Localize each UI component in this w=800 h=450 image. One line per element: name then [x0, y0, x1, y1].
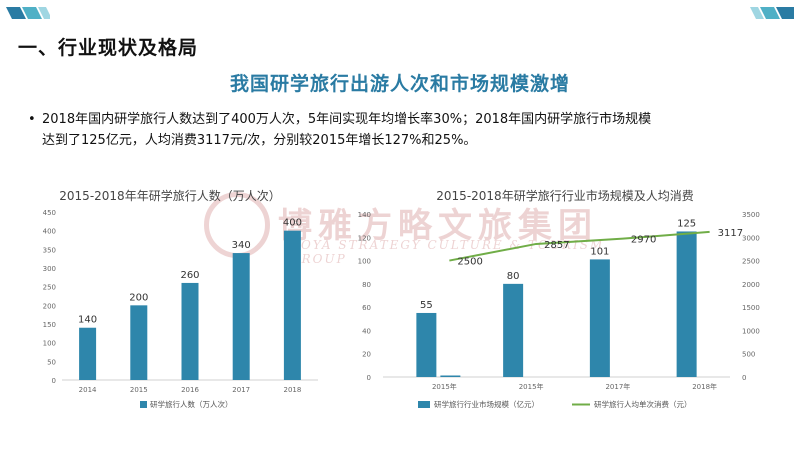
bullet-icon: • — [28, 112, 36, 127]
x-tick-label: 2015年 — [432, 382, 457, 391]
x-tick-label: 2015 — [130, 386, 148, 394]
bar-2018 — [283, 230, 301, 380]
line-per-capita-spend — [449, 230, 710, 262]
visitors-bar-chart: 0 50 100 150 200 250 300 350 400 450 140 2014 200 201… — [43, 209, 318, 409]
bar-per-capita-small — [440, 375, 461, 377]
y-tick-label: 50 — [47, 358, 56, 366]
bullet-line-1: 2018年国内研学旅行人数达到了400万人次，5年间实现年均增长率30%；201… — [42, 112, 652, 127]
y-tick-label: 350 — [43, 246, 56, 254]
y-tick-label: 150 — [43, 321, 56, 329]
bullet-paragraph: • 2018年国内研学旅行人数达到了400万人次，5年间实现年均增长率30%；2… — [28, 109, 762, 151]
data-label-2017: 340 — [232, 240, 251, 251]
y-left-tick-label: 120 — [358, 234, 371, 242]
section-title: 一、行业现状及格局 — [18, 37, 199, 59]
data-label-market-size: 101 — [590, 246, 609, 257]
y-right-tick-label: 1000 — [742, 327, 760, 335]
x-tick-label: 2017 — [232, 386, 250, 394]
bar-market-size — [589, 259, 610, 377]
y-right-tick-label: 0 — [742, 374, 746, 382]
data-label-per-capita: 3117 — [718, 228, 743, 239]
data-label-per-capita: 2970 — [631, 235, 656, 246]
y-tick-label: 450 — [43, 209, 56, 217]
y-tick-label: 400 — [43, 228, 56, 236]
chart1-title: 2015-2018年年研学旅行人数（万人次） — [59, 189, 281, 203]
y-left-tick-label: 140 — [358, 211, 371, 219]
data-label-2014: 140 — [78, 315, 97, 326]
data-label-2015: 200 — [129, 292, 148, 303]
x-tick-label: 2016 — [181, 386, 199, 394]
y-right-tick-label: 1500 — [742, 304, 760, 312]
y-tick-label: 300 — [43, 265, 56, 273]
y-right-tick-label: 2000 — [742, 281, 760, 289]
corner-decoration-right — [750, 7, 794, 19]
data-label-market-size: 55 — [420, 300, 433, 311]
y-left-tick-label: 60 — [362, 304, 371, 312]
bar-2015 — [130, 305, 148, 380]
x-tick-label: 2017年 — [605, 382, 630, 391]
x-tick-label: 2014 — [79, 386, 97, 394]
bar-2017 — [232, 253, 250, 380]
y-left-tick-label: 0 — [367, 374, 371, 382]
bar-market-size — [676, 231, 697, 377]
data-label-market-size: 80 — [507, 271, 520, 282]
y-right-tick-label: 3000 — [742, 234, 760, 242]
y-right-tick-label: 500 — [742, 351, 755, 359]
legend-swatch-bar — [140, 401, 147, 408]
y-tick-label: 200 — [43, 302, 56, 310]
market-size-combo-chart: 0 20 40 60 80 100 120 140 0 500 1000 1500 2000 2500 30… — [358, 211, 760, 409]
data-label-2016: 260 — [180, 270, 199, 281]
data-label-market-size: 125 — [677, 218, 696, 229]
x-tick-label: 2018年 — [692, 382, 717, 391]
x-tick-label: 2018 — [283, 386, 301, 394]
y-left-tick-label: 20 — [362, 351, 371, 359]
y-tick-label: 100 — [43, 340, 56, 348]
y-right-tick-label: 2500 — [742, 258, 760, 266]
legend-swatch-bar — [418, 401, 430, 408]
data-label-2018: 400 — [283, 218, 302, 229]
y-left-tick-label: 100 — [358, 258, 371, 266]
data-label-per-capita: 2500 — [457, 257, 482, 268]
slide-headline: 我国研学旅行出游人次和市场规模激增 — [229, 73, 570, 95]
bar-2014 — [79, 327, 97, 380]
bar-market-size — [503, 283, 524, 377]
y-right-tick-label: 3500 — [742, 211, 760, 219]
y-tick-label: 250 — [43, 284, 56, 292]
y-tick-label: 0 — [52, 377, 56, 385]
bar-2016 — [181, 282, 199, 380]
x-tick-label: 2015年 — [519, 382, 544, 391]
corner-decoration-left — [6, 7, 50, 19]
y-left-tick-label: 80 — [362, 281, 371, 289]
bar-market-size — [416, 312, 437, 377]
chart2-title: 2015-2018年研学旅行行业市场规模及人均消费 — [436, 189, 694, 203]
legend-label-line: 研学旅行人均单次消费（元） — [594, 399, 692, 409]
y-left-tick-label: 40 — [362, 327, 371, 335]
legend-label-bar: 研学旅行行业市场规模（亿元） — [434, 399, 539, 409]
data-label-per-capita: 2857 — [544, 240, 569, 251]
bullet-line-2: 达到了125亿元，人均消费3117元/次，分别较2015年增长127%和25%。 — [42, 133, 477, 148]
legend-label: 研学旅行人数（万人次） — [150, 399, 233, 409]
